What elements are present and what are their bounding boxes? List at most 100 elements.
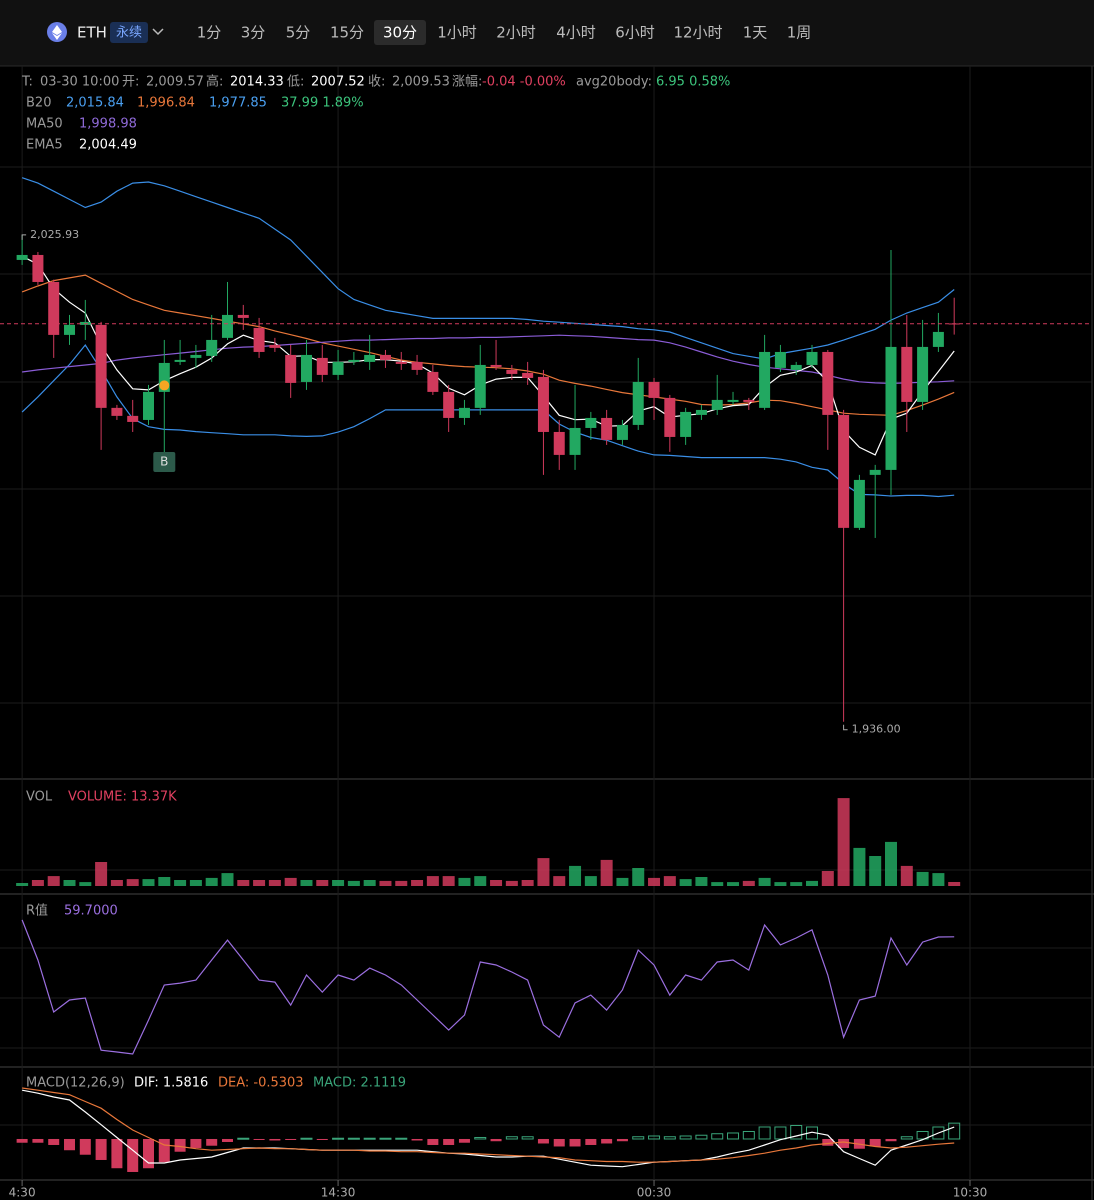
candle-body [269, 344, 281, 348]
eth-glyph [52, 25, 62, 40]
macd-histogram-bar [838, 1138, 850, 1148]
candle-body [727, 399, 739, 402]
candle-body [838, 414, 850, 528]
pane-title: VOL [26, 790, 53, 805]
macd-histogram-bar [158, 1138, 170, 1163]
macd-histogram-bar [585, 1138, 597, 1145]
interval-button[interactable]: 15分 [330, 24, 364, 42]
macd-histogram-bar [885, 1138, 897, 1142]
candle-body [48, 281, 60, 335]
volume-bar [95, 862, 108, 886]
macd-histogram-bar [64, 1138, 76, 1151]
candle-body [158, 362, 170, 392]
macd-histogram-bar [711, 1133, 724, 1140]
volume-bar [679, 879, 692, 886]
candle-body [711, 399, 723, 410]
candle-body [537, 376, 549, 432]
legend-entry: DEA: -0.5303 [218, 1076, 304, 1091]
volume-bar [47, 876, 60, 886]
macd-histogram-bar [758, 1126, 771, 1140]
indicator-value: 2,004.49 [79, 138, 137, 153]
macd-histogram-bar [206, 1138, 218, 1146]
symbol-dropdown[interactable] [152, 28, 164, 36]
candle-body [221, 314, 233, 338]
macd-histogram-bar [569, 1138, 581, 1147]
info-value: 2014.33 [230, 75, 284, 90]
candle-body [285, 354, 297, 383]
candle-body [458, 407, 470, 418]
interval-button[interactable]: 30分 [383, 24, 417, 42]
indicator-value: 37.99 1.89% [281, 96, 364, 111]
candle-body [64, 324, 76, 335]
info-label: T: [21, 75, 33, 90]
min-marker [843, 724, 848, 731]
volume-bar [142, 879, 155, 886]
indicator-value: 2,015.84 [66, 96, 124, 111]
candle-body [237, 314, 249, 318]
volume-bar [932, 873, 945, 886]
volume-bar [442, 876, 455, 886]
macd-histogram-bar [285, 1138, 297, 1140]
candle-body [522, 372, 534, 378]
macd-histogram-bar [916, 1130, 929, 1140]
candle-body [569, 427, 581, 455]
candle-body [332, 361, 344, 375]
candle-body [774, 351, 786, 368]
interval-button[interactable]: 2小时 [496, 24, 536, 42]
legend-entry: MACD: 2.1119 [313, 1076, 406, 1091]
interval-button[interactable]: 3分 [241, 24, 266, 42]
indicator-value: 1,998.98 [79, 117, 137, 132]
candle-body [348, 359, 360, 362]
macd-histogram-bar [458, 1138, 470, 1143]
interval-button[interactable]: 6小时 [615, 24, 655, 42]
x-tick-label: 14:30 [321, 1186, 356, 1200]
volume-bar [727, 882, 740, 886]
volume-bar [221, 873, 234, 886]
macd-histogram-bar [237, 1137, 250, 1140]
volume-bar [505, 880, 518, 886]
macd-histogram-bar [190, 1138, 202, 1148]
interval-active-bg [374, 20, 426, 45]
contract-type: 永续 [116, 26, 142, 41]
interval-button[interactable]: 1天 [743, 24, 768, 42]
symbol[interactable]: ETH [77, 24, 107, 42]
indicator-label: B20 [26, 96, 51, 111]
macd-histogram-bar [474, 1136, 487, 1140]
candle-body [127, 415, 139, 422]
interval-button[interactable]: 1周 [787, 24, 812, 42]
volume-bar [837, 798, 850, 886]
volume-bar [474, 876, 487, 886]
macd-line [21, 1089, 955, 1168]
x-tick-label: 00:30 [637, 1186, 672, 1200]
max-label: 2,025.93 [30, 228, 79, 241]
interval-button[interactable]: 1分 [197, 24, 222, 42]
info-value: 2007.52 [311, 75, 365, 90]
info-value: 6.95 0.58% [656, 75, 730, 90]
volume-bar [126, 879, 139, 886]
overlay-line [21, 177, 955, 360]
volume-bar [806, 880, 819, 886]
interval-button[interactable]: 12小时 [673, 24, 722, 42]
interval-button[interactable]: 1小时 [437, 24, 477, 42]
macd-histogram-bar [648, 1135, 661, 1140]
info-value: 03-30 10:00 [40, 75, 119, 90]
volume-bar [347, 880, 360, 886]
volume-bar [174, 880, 187, 886]
candle-body [806, 351, 818, 365]
candle-body [364, 354, 376, 362]
candle-body [869, 469, 881, 475]
macd-histogram-bar [32, 1138, 44, 1143]
macd-line [22, 1087, 955, 1163]
volume-bar [711, 882, 724, 886]
toolbar-bg [0, 0, 1094, 66]
volume-bar [31, 880, 44, 886]
overlay-line [21, 343, 955, 498]
candle-body [395, 361, 407, 364]
volume-bar [458, 877, 471, 886]
interval-button[interactable]: 4小时 [556, 24, 596, 42]
info-label: avg20body: [576, 75, 652, 90]
macd-histogram-bar [269, 1138, 281, 1141]
interval-button[interactable]: 5分 [286, 24, 311, 42]
signal-badge [153, 452, 176, 472]
